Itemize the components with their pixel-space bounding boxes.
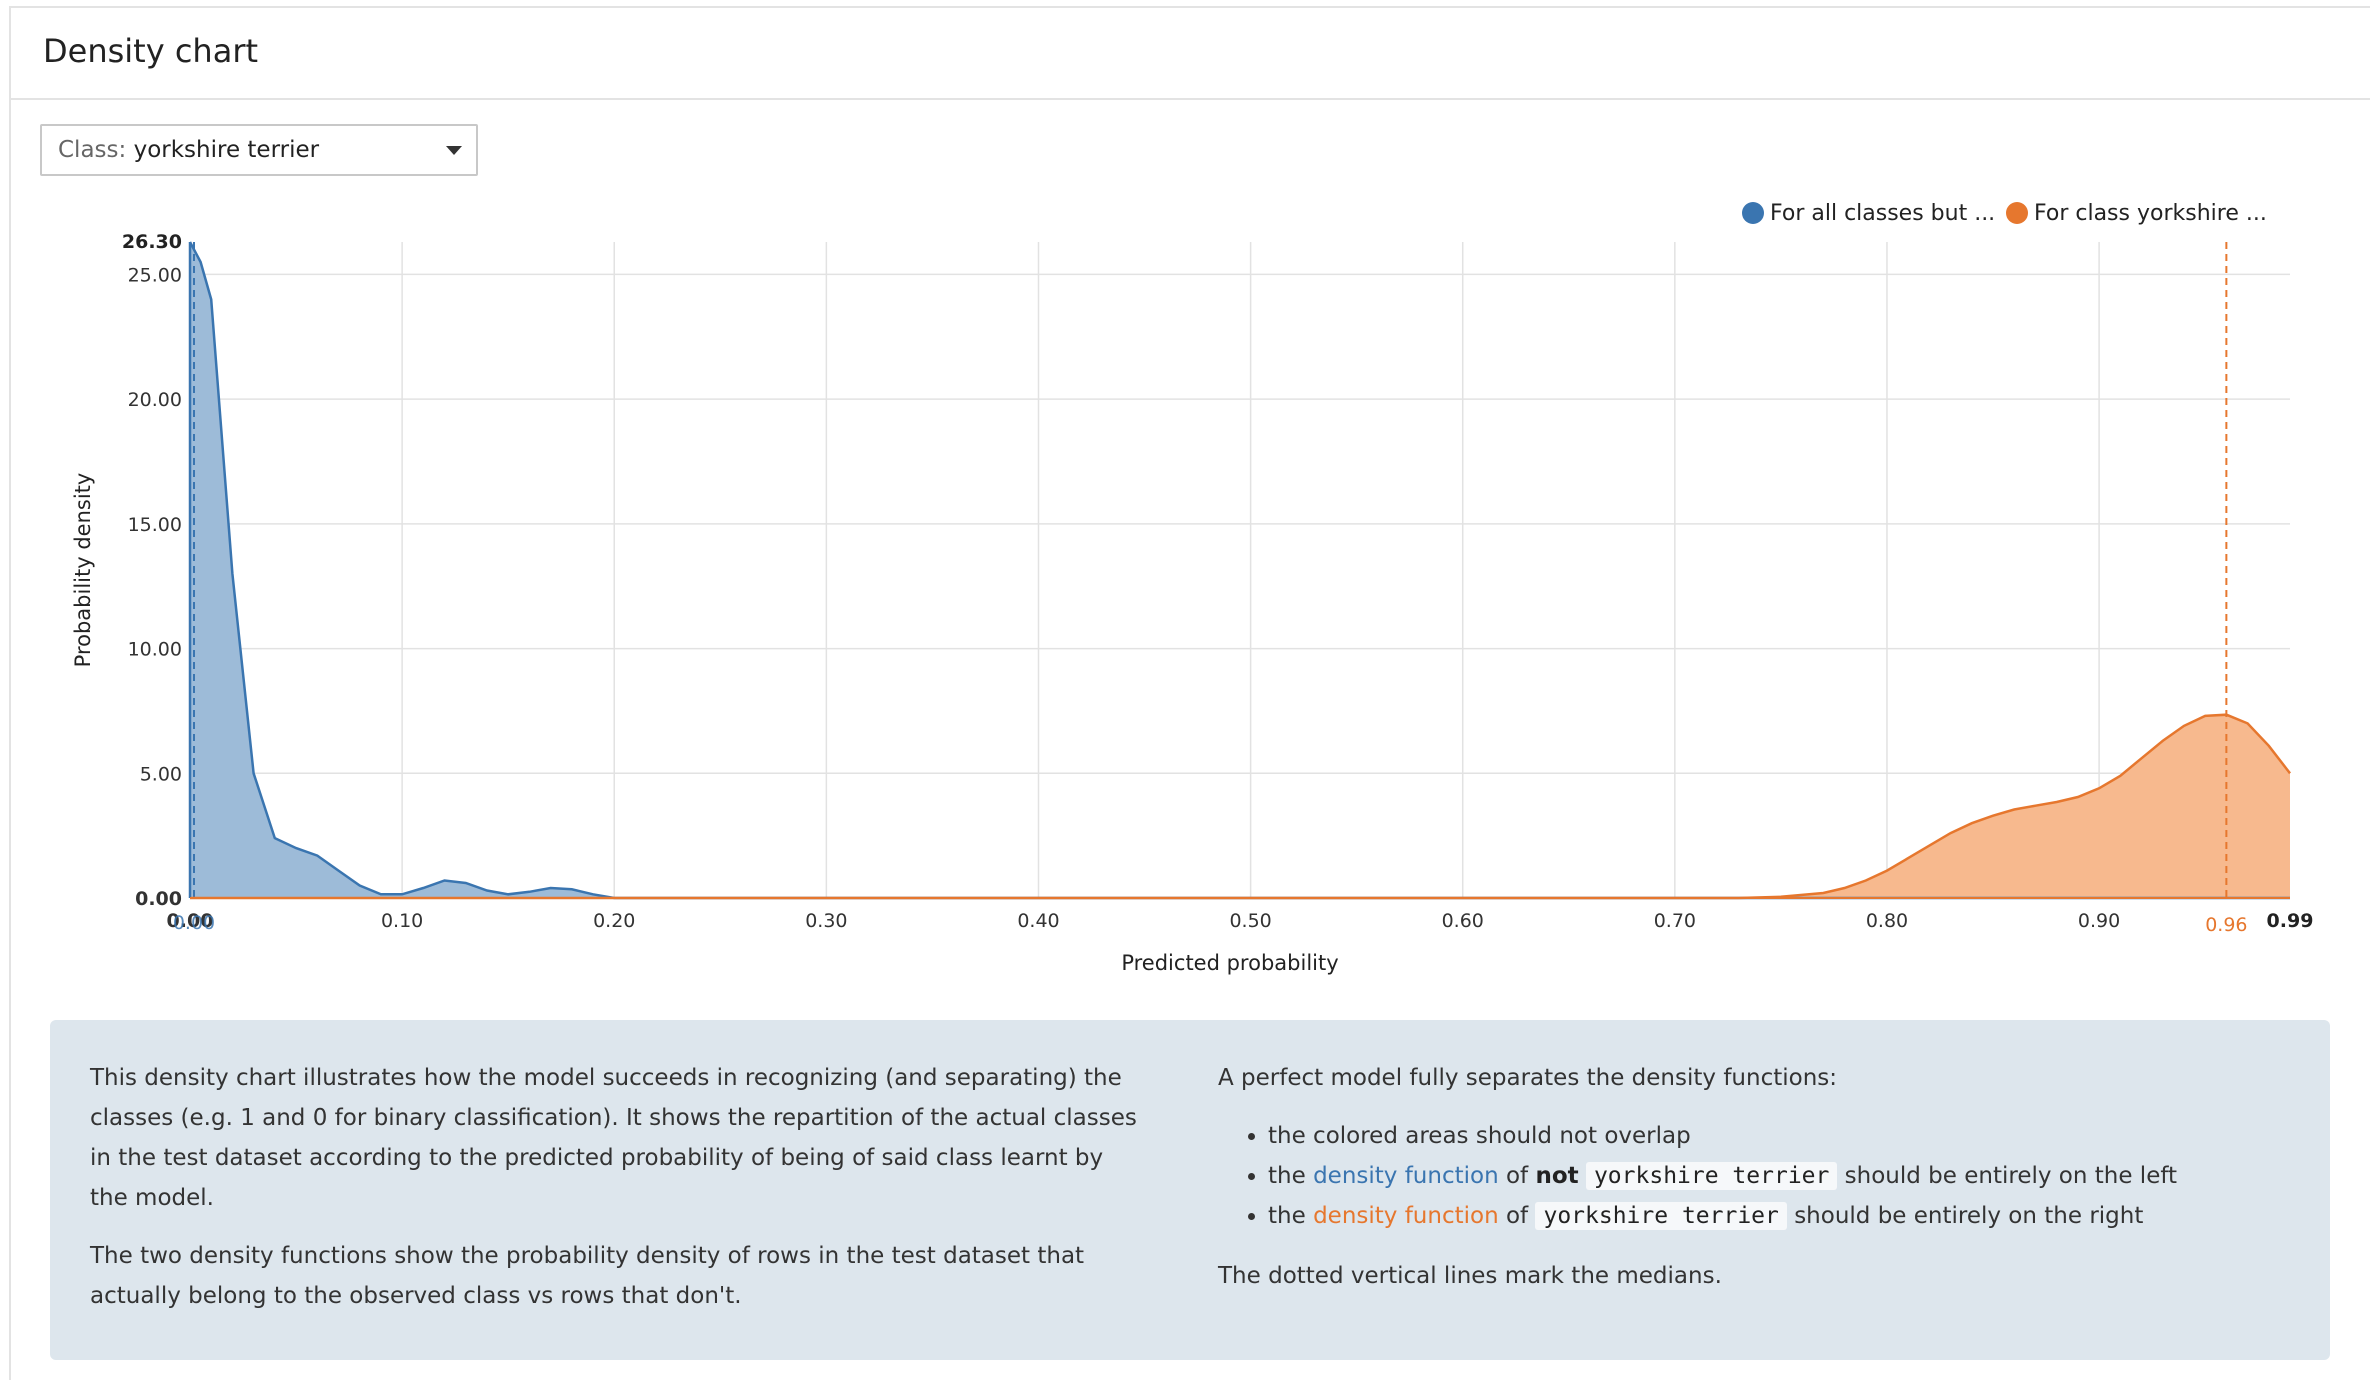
info-box: This density chart illustrates how the m… — [50, 1020, 2330, 1360]
series-area-0 — [190, 242, 2290, 898]
bullet-2-code: yorkshire terrier — [1585, 1162, 1838, 1190]
y-max-label: 26.30 — [122, 231, 182, 253]
series-line-1 — [190, 713, 2291, 900]
y-tick-label: 15.00 — [128, 514, 182, 536]
legend-label-positive: For class yorkshire ... — [2034, 200, 2267, 226]
y-tick-label: 5.00 — [140, 763, 182, 785]
x-tick-label: 0.30 — [805, 910, 847, 932]
bullet-1-text: the colored areas should not overlap — [1268, 1123, 1691, 1149]
class-select-prefix: Class: — [58, 137, 127, 163]
x-tick-label: 0.80 — [1866, 910, 1908, 932]
bullet-3-code: yorkshire terrier — [1535, 1202, 1787, 1230]
legend-item-positive[interactable]: For class yorkshire ... — [2006, 196, 2267, 230]
x-tick-label: 0.00 — [167, 910, 214, 932]
legend-dot-orange-icon — [2006, 202, 2028, 224]
x-tick-label: 0.60 — [1442, 910, 1484, 932]
y-axis-title: Probability density — [71, 473, 95, 668]
x-tick-label: 0.20 — [593, 910, 635, 932]
legend-dot-blue-icon — [1742, 202, 1764, 224]
chevron-down-icon — [446, 146, 462, 155]
y-tick-label: 25.00 — [128, 264, 182, 286]
bullet-3-post: should be entirely on the right — [1794, 1203, 2144, 1229]
y-tick-label: 20.00 — [128, 389, 182, 411]
y-tick-label: 10.00 — [128, 639, 182, 661]
density-chart: 0.00 5.00 10.00 15.00 20.00 25.00 26.30 0.00 0.1… — [71, 231, 2314, 975]
bullet-3-of: of — [1505, 1203, 1529, 1229]
bullet-2-post: should be entirely on the left — [1844, 1163, 2178, 1189]
info-paragraph-2: The two density functions show the proba… — [90, 1243, 1085, 1309]
x-tick-label: 0.90 — [2078, 910, 2120, 932]
class-select-label: Class: yorkshire terrier — [58, 137, 319, 163]
info-bullet-list: the colored areas should not overlap the… — [1218, 1116, 2298, 1236]
info-outro: The dotted vertical lines mark the media… — [1218, 1263, 1722, 1289]
bullet-3-pre: the — [1268, 1203, 1306, 1229]
bullet-2-pre: the — [1268, 1163, 1306, 1189]
info-bullet-1: the colored areas should not overlap — [1268, 1116, 2298, 1156]
bullet-2-not: not — [1535, 1163, 1579, 1189]
density-function-link-negative[interactable]: density function — [1313, 1163, 1499, 1189]
info-intro: A perfect model fully separates the dens… — [1218, 1065, 1838, 1091]
info-left-column: This density chart illustrates how the m… — [90, 1058, 1140, 1334]
median-label-positive: 0.96 — [2205, 914, 2247, 936]
legend-label-negative: For all classes but ... — [1770, 200, 1996, 226]
median-label-negative: 0.00 — [173, 912, 215, 934]
x-tick-label: 0.10 — [381, 910, 423, 932]
series-area-1 — [190, 714, 2290, 898]
panel-header: Density chart — [11, 8, 2370, 100]
info-bullet-3: the density function of yorkshire terrie… — [1268, 1196, 2298, 1236]
info-right-column: A perfect model fully separates the dens… — [1218, 1058, 2298, 1314]
bullet-2-of: of — [1505, 1163, 1529, 1189]
x-max-label: 0.99 — [2267, 910, 2314, 932]
y-tick-label: 0.00 — [135, 888, 182, 910]
info-bullet-2: the density function of not yorkshire te… — [1268, 1156, 2298, 1196]
x-tick-label: 0.50 — [1229, 910, 1271, 932]
x-tick-label: 0.40 — [1017, 910, 1059, 932]
x-axis-title: Predicted probability — [1121, 951, 1338, 975]
info-paragraph-1: This density chart illustrates how the m… — [90, 1065, 1137, 1211]
x-tick-label: 0.70 — [1654, 910, 1696, 932]
density-function-link-positive[interactable]: density function — [1313, 1203, 1499, 1229]
panel-title: Density chart — [43, 32, 259, 70]
class-select[interactable]: Class: yorkshire terrier — [40, 124, 478, 176]
class-select-value: yorkshire terrier — [133, 137, 320, 163]
legend-item-negative[interactable]: For all classes but ... — [1742, 196, 1995, 230]
series-line-0 — [188, 241, 2290, 900]
